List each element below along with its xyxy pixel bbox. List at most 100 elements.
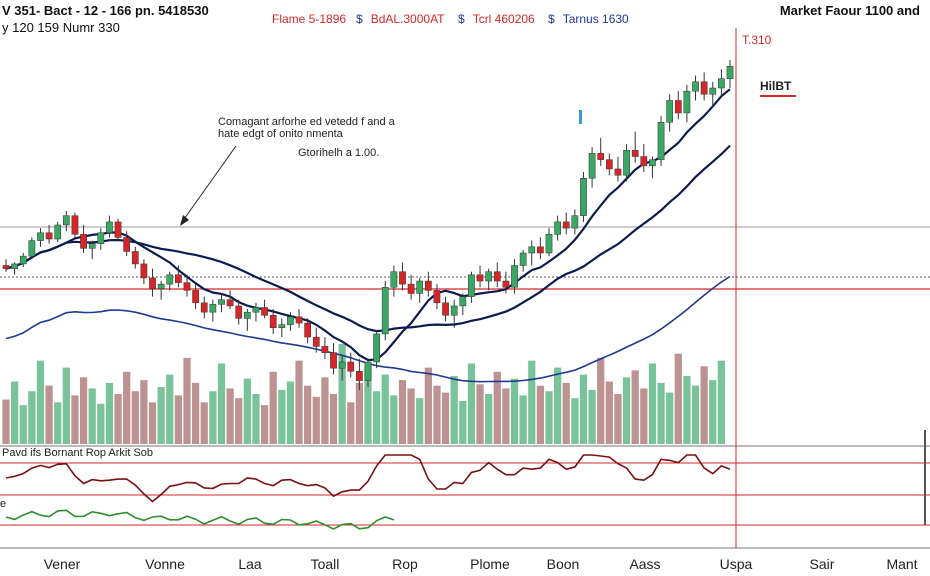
candle-body (62, 215, 70, 226)
candle-body (88, 243, 96, 249)
candle (674, 91, 682, 120)
candle-body (623, 150, 630, 176)
x-tick-8: Aass (629, 556, 661, 572)
candle-body (554, 221, 561, 235)
candle-body (399, 271, 406, 285)
volume-bar (553, 367, 562, 444)
volume-bar (226, 388, 234, 444)
candle-body (537, 246, 544, 254)
candle (554, 215, 561, 241)
candle-body (37, 232, 44, 241)
candle (597, 137, 605, 166)
volume-bar (79, 377, 88, 444)
volume-bar (372, 391, 381, 444)
volume-bar (209, 391, 217, 444)
candle (304, 318, 312, 344)
candle-body (106, 221, 113, 234)
volume-bar (579, 374, 588, 444)
candle (312, 327, 320, 353)
volume-bar (243, 378, 251, 444)
candle (269, 309, 277, 334)
candle-body (338, 361, 346, 369)
volume-bar (562, 382, 570, 444)
candle (192, 284, 199, 310)
candle (528, 240, 536, 266)
volume-bar (605, 381, 613, 444)
volume-bar (114, 394, 122, 444)
candle-body (287, 316, 294, 325)
candle (416, 277, 424, 303)
candle-body (97, 232, 105, 244)
candle (450, 299, 458, 328)
volume-bar (355, 382, 364, 444)
volume-bar (648, 363, 657, 444)
candle-body (218, 299, 225, 305)
candle-body (390, 271, 398, 288)
legend-item-4: $ Tarnus 1630 (548, 12, 629, 26)
volume-bar (717, 360, 726, 444)
volume-bar (183, 357, 191, 444)
candle-body (261, 307, 268, 316)
candle-body (433, 290, 441, 304)
candle (200, 296, 208, 319)
candle-body (666, 100, 674, 123)
volume-bar (614, 394, 622, 444)
volume-bar (286, 381, 295, 444)
volume-bar (88, 388, 96, 444)
candle-body (114, 221, 122, 238)
oscillator-label: Pavd ifs Bornant Rop Arkit Sob (2, 447, 154, 459)
x-tick-1: Vener (43, 556, 81, 572)
volume-bar (105, 382, 114, 444)
volume-bar (45, 385, 53, 444)
candle-body (700, 81, 708, 95)
header-line-1: V 351- Bact - 12 - 166 pn. 5418530 (2, 3, 209, 18)
volume-bar (545, 391, 553, 444)
candle (209, 299, 217, 322)
volume-bar (36, 360, 45, 444)
candle-body (54, 224, 62, 240)
legend-marker-2: $ (356, 12, 363, 26)
x-tick-2: Vonne (145, 556, 185, 572)
volume-bar (131, 391, 139, 444)
candle (71, 212, 79, 238)
legend-item-1: Flame 5-1896 (272, 12, 346, 26)
candle-body (726, 65, 734, 79)
candle-body (243, 311, 251, 319)
candle (649, 156, 656, 179)
volume-bar (252, 394, 260, 444)
x-tick-9: Uspa (719, 556, 753, 572)
candle (235, 299, 243, 325)
candle-body (80, 234, 87, 249)
legend-item-2: $ BdAL.3000AT (356, 12, 445, 26)
ma-fast-line (5, 88, 731, 362)
volume-bar (19, 405, 27, 444)
candle-body (597, 153, 605, 160)
candle-body (683, 90, 691, 114)
volume-bar (666, 392, 674, 444)
candle-body (2, 265, 10, 269)
legend-marker-4: $ (548, 12, 555, 26)
candle-body (140, 263, 148, 279)
candle-body (493, 271, 501, 282)
candle-body (278, 324, 286, 328)
candle (580, 172, 587, 222)
candle (218, 293, 225, 313)
candle-body (545, 234, 553, 254)
candle (700, 72, 708, 101)
candle-body (330, 352, 337, 369)
candle-body (71, 215, 79, 235)
x-tick-3: Laa (238, 556, 262, 572)
volume-bar (364, 366, 372, 444)
candle (562, 212, 570, 235)
volume-bar (54, 402, 62, 444)
candle (295, 309, 303, 328)
candle-body (209, 304, 217, 313)
candle-body (640, 156, 648, 167)
volume-bar (424, 367, 432, 444)
annotation-arrowhead (180, 215, 189, 226)
candle (347, 352, 355, 378)
candle (511, 259, 518, 294)
volume-bar (407, 388, 415, 444)
annotation-main-line-2: hate edgt of onito nmenta (218, 128, 343, 140)
